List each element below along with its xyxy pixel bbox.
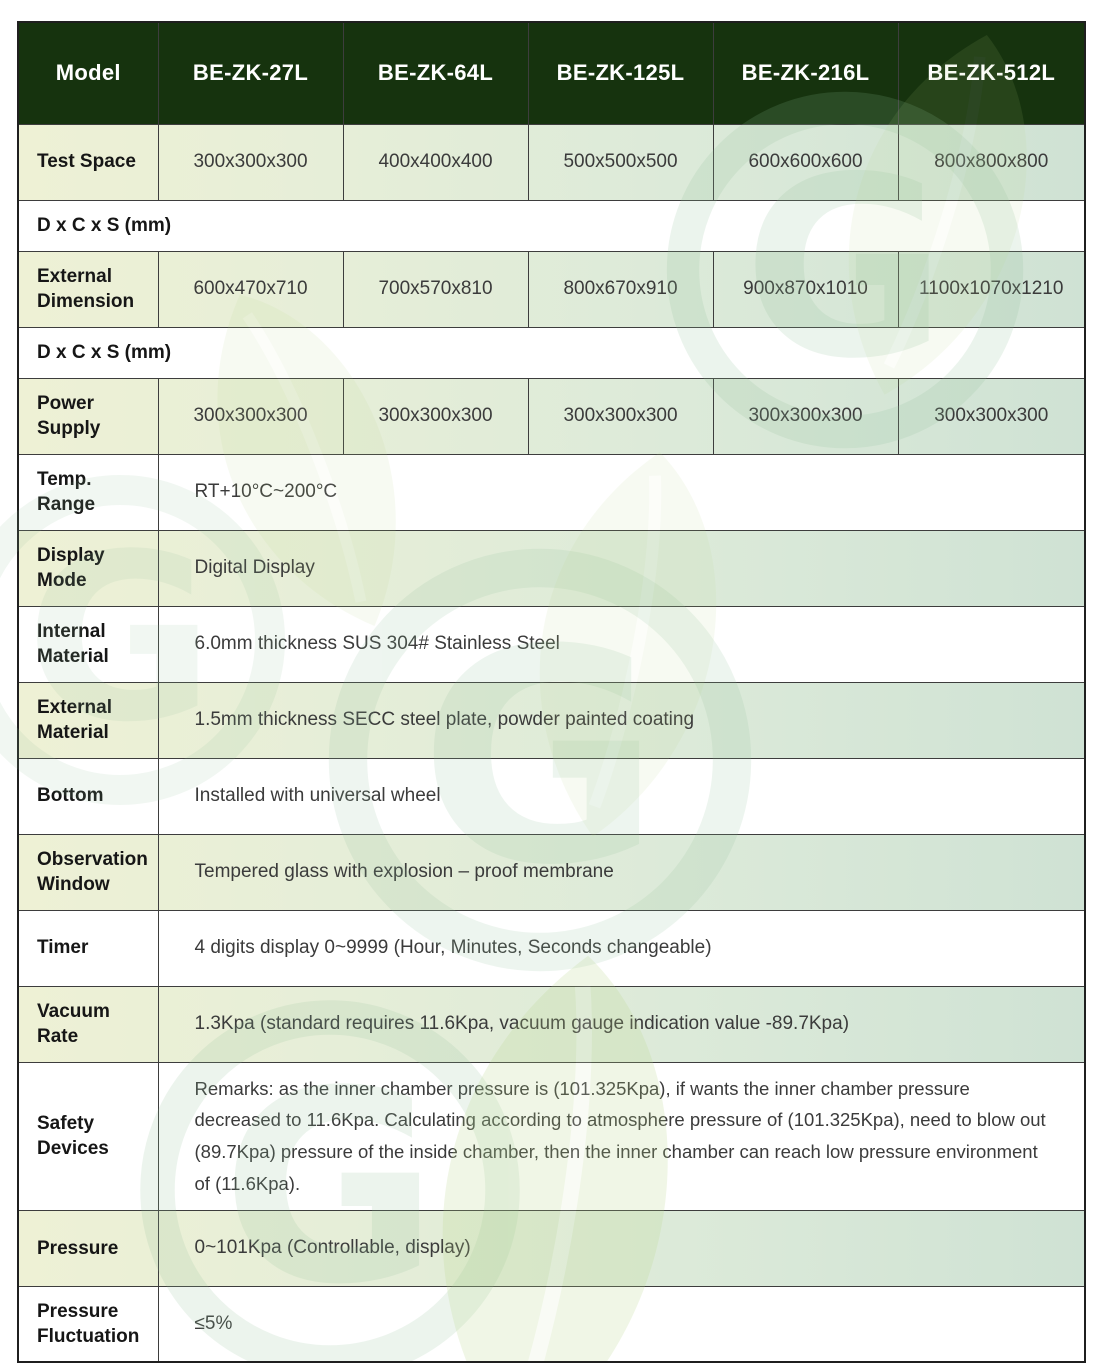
spec-value-merged-cell: Installed with universal wheel: [157, 757, 1086, 835]
spec-row-label: Bottom: [17, 757, 159, 835]
spec-row-label: Power Supply: [17, 377, 159, 455]
spec-row-label: Temp. Range: [17, 453, 159, 531]
table-row: External Material 1.5mm thickness SECC st…: [17, 681, 1086, 759]
model-column-be-zk-512l: BE-ZK-512L: [897, 21, 1086, 125]
spec-row-label: Pressure: [17, 1209, 159, 1287]
spec-row-label: Safety Devices: [17, 1061, 159, 1211]
spec-value-cell: 300x300x300: [527, 377, 714, 455]
spec-value-cell: 600x470x710: [157, 250, 344, 328]
spec-value-merged-cell: ≤5%: [157, 1285, 1086, 1363]
spec-value-cell: 600x600x600: [712, 123, 899, 201]
spec-value-cell: 300x300x300: [157, 123, 344, 201]
spec-row-label: Test Space: [17, 123, 159, 201]
table-row: Observation Window Tempered glass with ex…: [17, 833, 1086, 911]
spec-value-cell: 300x300x300: [712, 377, 899, 455]
model-column-be-zk-64l: BE-ZK-64L: [342, 21, 529, 125]
table-row: Pressure 0~101Kpa (Controllable, display): [17, 1209, 1086, 1287]
spec-row-label: External Dimension: [17, 250, 159, 328]
spec-value-cell: 1100x1070x1210: [897, 250, 1086, 328]
spec-value-cell: 900x870x1010: [712, 250, 899, 328]
spec-value-merged-cell: Remarks: as the inner chamber pressure i…: [157, 1061, 1086, 1211]
section-row-label: D x C x S (mm): [17, 326, 1086, 379]
spec-value-merged-cell: 0~101Kpa (Controllable, display): [157, 1209, 1086, 1287]
table-row: Pressure Fluctuation ≤5%: [17, 1285, 1086, 1363]
spec-value-merged-cell: Digital Display: [157, 529, 1086, 607]
spec-value-cell: 800x800x800: [897, 123, 1086, 201]
spec-value-cell: 300x300x300: [897, 377, 1086, 455]
model-header-cell: Model: [17, 21, 159, 125]
table-row: Vacuum Rate 1.3Kpa (standard requires 11.…: [17, 985, 1086, 1063]
table-row: Internal Material 6.0mm thickness SUS 304…: [17, 605, 1086, 683]
table-row: Timer 4 digits display 0~9999 (Hour, Minu…: [17, 909, 1086, 987]
table-header-row: Model BE-ZK-27L BE-ZK-64L BE-ZK-125L BE-…: [17, 21, 1086, 125]
table-row: Temp. Range RT+10°C~200°C: [17, 453, 1086, 531]
spec-row-label: Timer: [17, 909, 159, 987]
spec-value-cell: 800x670x910: [527, 250, 714, 328]
spec-value-cell: 300x300x300: [342, 377, 529, 455]
table-row: Power Supply 300x300x300 300x300x300 300x30…: [17, 377, 1086, 455]
table-row: External Dimension 600x470x710 700x570x810…: [17, 250, 1086, 328]
spec-value-cell: 400x400x400: [342, 123, 529, 201]
model-column-be-zk-216l: BE-ZK-216L: [712, 21, 899, 125]
table-row: Safety Devices Remarks: as the inner cham…: [17, 1061, 1086, 1211]
table-row: Test Space 300x300x300 400x400x400 500x500x…: [17, 123, 1086, 201]
spec-value-cell: 700x570x810: [342, 250, 529, 328]
spec-row-label: Vacuum Rate: [17, 985, 159, 1063]
spec-value-cell: 300x300x300: [157, 377, 344, 455]
spec-row-label: Internal Material: [17, 605, 159, 683]
table-row: D x C x S (mm): [17, 326, 1086, 379]
product-spec-table: Model BE-ZK-27L BE-ZK-64L BE-ZK-125L BE-…: [17, 21, 1086, 1363]
spec-value-cell: 500x500x500: [527, 123, 714, 201]
spec-row-label: Display Mode: [17, 529, 159, 607]
spec-row-label: Pressure Fluctuation: [17, 1285, 159, 1363]
table-body: Test Space 300x300x300 400x400x400 500x500x…: [17, 123, 1086, 1363]
table-row: Display Mode Digital Display: [17, 529, 1086, 607]
spec-value-merged-cell: 1.5mm thickness SECC steel plate, powder…: [157, 681, 1086, 759]
spec-value-merged-cell: Tempered glass with explosion – proof me…: [157, 833, 1086, 911]
section-row-label: D x C x S (mm): [17, 199, 1086, 252]
model-column-be-zk-27l: BE-ZK-27L: [157, 21, 344, 125]
spec-row-label: Observation Window: [17, 833, 159, 911]
spec-value-merged-cell: 4 digits display 0~9999 (Hour, Minutes, …: [157, 909, 1086, 987]
spec-row-label: External Material: [17, 681, 159, 759]
spec-value-merged-cell: 1.3Kpa (standard requires 11.6Kpa, vacuu…: [157, 985, 1086, 1063]
spec-value-merged-cell: 6.0mm thickness SUS 304# Stainless Steel: [157, 605, 1086, 683]
spec-value-merged-cell: RT+10°C~200°C: [157, 453, 1086, 531]
table-row: Bottom Installed with universal wheel: [17, 757, 1086, 835]
model-column-be-zk-125l: BE-ZK-125L: [527, 21, 714, 125]
table-row: D x C x S (mm): [17, 199, 1086, 252]
